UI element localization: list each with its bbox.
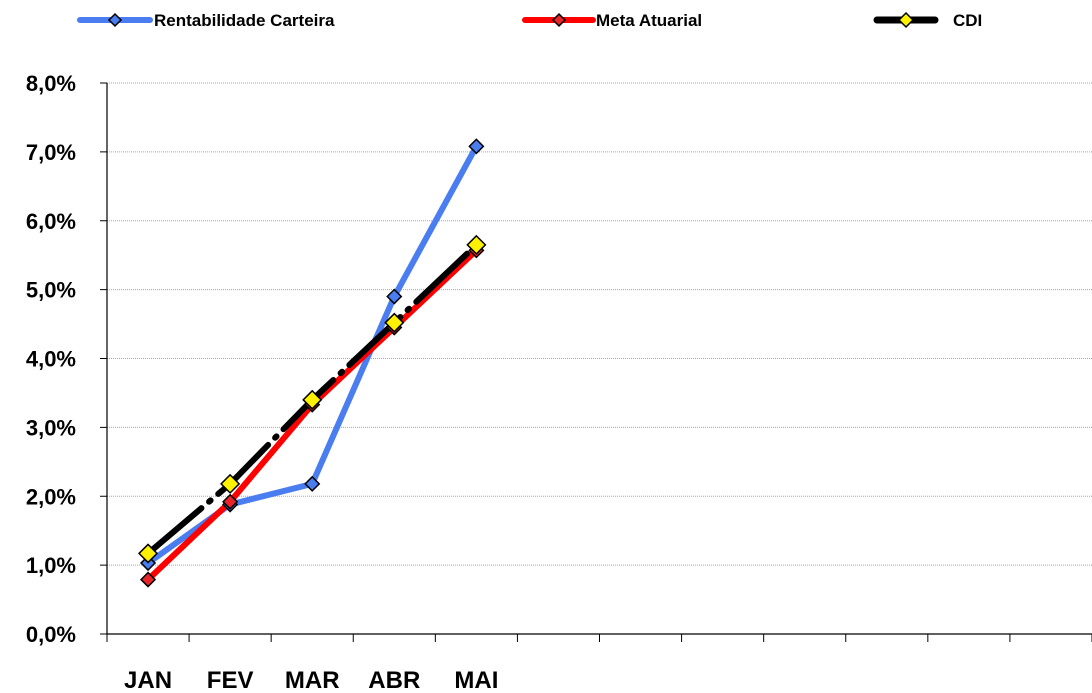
y-tick-label: 4,0%	[26, 347, 76, 372]
x-axis-tick-labels: JAN FEV MAR ABR MAI	[124, 667, 498, 693]
y-tick-label: 7,0%	[26, 140, 76, 165]
y-tick-label: 3,0%	[26, 415, 76, 440]
gridlines	[100, 82, 1092, 635]
chart-legend: Rentabilidade Carteira Meta Atuarial CDI	[77, 11, 982, 30]
legend-item-rentabilidade-carteira: Rentabilidade Carteira	[77, 11, 335, 30]
legend-label-cdi: CDI	[953, 11, 982, 30]
data-point-rentabilidade-carteira	[304, 475, 321, 492]
data-point-cdi	[220, 473, 241, 494]
data-point-cdi	[466, 234, 487, 255]
x-tick-label-fev: FEV	[207, 667, 254, 693]
series-layer	[137, 138, 487, 588]
y-tick-label: 1,0%	[26, 553, 76, 578]
x-tick-label-mai: MAI	[454, 667, 498, 693]
y-tick-label: 6,0%	[26, 209, 76, 234]
legend-item-cdi: CDI	[873, 11, 982, 30]
legend-label-meta-atuarial: Meta Atuarial	[596, 11, 702, 30]
data-point-meta-atuarial	[139, 571, 157, 588]
x-tick-label-mar: MAR	[285, 667, 340, 693]
x-tick-label-jan: JAN	[124, 667, 172, 693]
axes	[106, 83, 1092, 642]
series-line-meta-atuarial	[145, 247, 480, 583]
y-tick-label: 8,0%	[26, 71, 76, 96]
series-line-rentabilidade-carteira	[145, 143, 480, 567]
legend-marker-meta-atuarial	[551, 12, 567, 28]
legend-marker-cdi	[897, 11, 915, 29]
data-point-cdi	[137, 543, 159, 564]
y-tick-label: 0,0%	[26, 622, 76, 647]
x-tick-label-abr: ABR	[368, 667, 420, 693]
y-axis-tick-labels: 0,0% 1,0% 2,0% 3,0% 4,0% 5,0% 6,0% 7,0% 8,0%	[26, 71, 76, 647]
legend-label-rentabilidade-carteira: Rentabilidade Carteira	[154, 11, 335, 30]
legend-item-meta-atuarial: Meta Atuarial	[522, 11, 702, 30]
y-tick-label: 2,0%	[26, 484, 76, 509]
data-point-rentabilidade-carteira	[468, 138, 485, 155]
data-point-rentabilidade-carteira	[386, 288, 403, 305]
data-point-meta-atuarial	[222, 493, 239, 510]
legend-marker-rentabilidade-carteira	[107, 12, 123, 28]
data-point-cdi	[302, 389, 323, 410]
y-tick-label: 5,0%	[26, 278, 76, 303]
data-point-cdi	[384, 312, 405, 333]
